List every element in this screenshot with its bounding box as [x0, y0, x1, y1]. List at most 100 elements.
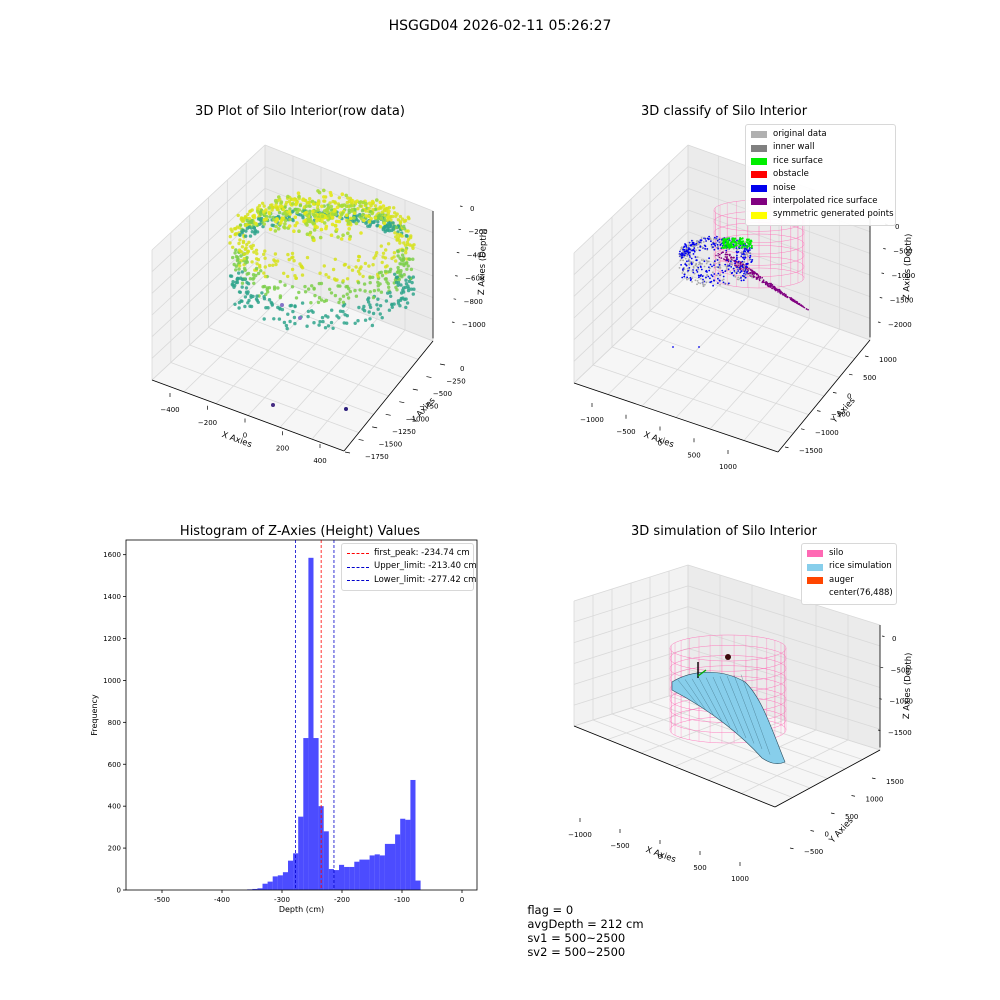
noise-point: [692, 271, 695, 274]
raw-point: [352, 216, 356, 220]
cls-y-tick: [864, 355, 869, 358]
histogram-bar: [364, 859, 370, 890]
raw-point: [409, 287, 414, 291]
raw-y-tick: [399, 401, 405, 404]
noise-point: [718, 265, 721, 268]
noise-point: [702, 259, 705, 262]
sim-y-tick-label: 1000: [866, 796, 884, 804]
noise-point: [679, 254, 681, 257]
histogram-y-tick-label: 0: [117, 887, 121, 895]
legend-label: symmetric generated points: [773, 209, 894, 220]
noise-point: [743, 265, 745, 267]
raw-point: [282, 320, 287, 325]
interpolated-point: [748, 267, 750, 270]
raw-point: [231, 245, 235, 249]
raw-point: [330, 212, 335, 216]
raw-point: [288, 212, 292, 216]
raw-point: [329, 291, 334, 295]
raw-point: [406, 288, 411, 293]
raw-point: [262, 317, 266, 321]
interpolated-point: [755, 273, 758, 276]
raw-point: [340, 192, 345, 196]
raw-point: [259, 269, 263, 273]
noise-point: [710, 280, 713, 283]
noise-point: [696, 271, 699, 273]
noise-point: [696, 256, 699, 258]
histogram-bar: [359, 859, 365, 890]
noise-point: [696, 280, 699, 282]
raw-point: [305, 223, 309, 227]
raw-point: [229, 274, 234, 278]
simulation-3d-plot[interactable]: −1000 −500 0 500 1000 1500 1000 500 0 −500 0 −500 −1…: [500, 500, 1000, 900]
rice-point: [728, 245, 731, 248]
rice-simulation-surface: [671, 671, 786, 764]
noise-outlier: [698, 346, 700, 348]
raw-point: [402, 263, 406, 268]
raw-point: [236, 277, 240, 281]
raw-point: [247, 216, 252, 221]
raw-point: [349, 204, 353, 208]
raw-point: [280, 204, 284, 209]
raw-point: [387, 308, 392, 312]
raw-point: [410, 280, 414, 285]
noise-point: [714, 266, 716, 269]
interpolated-point: [758, 276, 760, 279]
raw-point: [408, 243, 412, 247]
noise-point: [718, 267, 721, 269]
raw-3d-plot[interactable]: −400 −200 0 200 400 0 −250 −500 −750 −1000 −1250 −1…: [0, 0, 500, 500]
noise-point: [728, 259, 731, 262]
raw-point: [368, 317, 372, 321]
raw-point: [248, 277, 253, 281]
interpolated-point: [717, 253, 719, 255]
cls-y-tick-label: 0: [847, 392, 851, 400]
interpolated-point: [774, 289, 777, 292]
noise-point: [687, 251, 690, 254]
noise-point: [713, 273, 716, 275]
raw-point: [350, 207, 355, 212]
sim-y-tick: [830, 812, 835, 815]
raw-x-tick-label: 200: [276, 444, 289, 452]
simulation-gridline: [741, 739, 849, 794]
raw-point: [239, 254, 243, 258]
raw-point: [333, 207, 337, 212]
raw-point: [244, 234, 248, 238]
raw-point: [378, 312, 382, 316]
noise-point: [719, 241, 722, 244]
interpolated-point: [726, 256, 728, 259]
raw-point: [254, 257, 259, 261]
raw-point: [379, 244, 383, 248]
noise-point: [682, 259, 684, 262]
noise-point: [735, 247, 738, 250]
mesh-line: [726, 675, 755, 744]
raw-y-tick: [426, 376, 432, 378]
footer-stats: flag = 0 avgDepth = 212 cm sv1 = 500~250…: [520, 889, 651, 959]
raw-point: [322, 264, 326, 268]
raw-point: [402, 224, 406, 229]
classify-3d-plot[interactable]: −1000 −500 0 500 1000 1000 500 0 −500 −1000 −1500 0…: [500, 0, 1000, 500]
noise-point: [708, 235, 710, 238]
noise-point: [735, 272, 738, 275]
raw-point: [341, 279, 345, 283]
raw-point: [242, 252, 246, 256]
noise-point: [691, 270, 694, 272]
noise-point: [690, 257, 693, 260]
noise-point: [736, 266, 738, 268]
sim-y-tick: [871, 777, 876, 780]
noise-point: [718, 264, 721, 266]
raw-point: [309, 301, 313, 305]
classify-axis-line: [777, 339, 871, 453]
noise-point: [708, 238, 710, 240]
raw-point: [262, 222, 267, 226]
raw-point: [295, 201, 299, 205]
raw-point: [376, 297, 380, 301]
noise-point: [743, 253, 745, 256]
legend-label: obstacle: [773, 169, 809, 180]
raw-point: [234, 248, 238, 252]
raw-point: [251, 273, 256, 277]
raw-point: [350, 198, 355, 203]
histogram-bar: [379, 855, 385, 890]
noise-point: [718, 238, 721, 241]
noise-point: [741, 262, 744, 264]
raw-point: [333, 212, 338, 216]
legend-swatch: [807, 550, 823, 558]
